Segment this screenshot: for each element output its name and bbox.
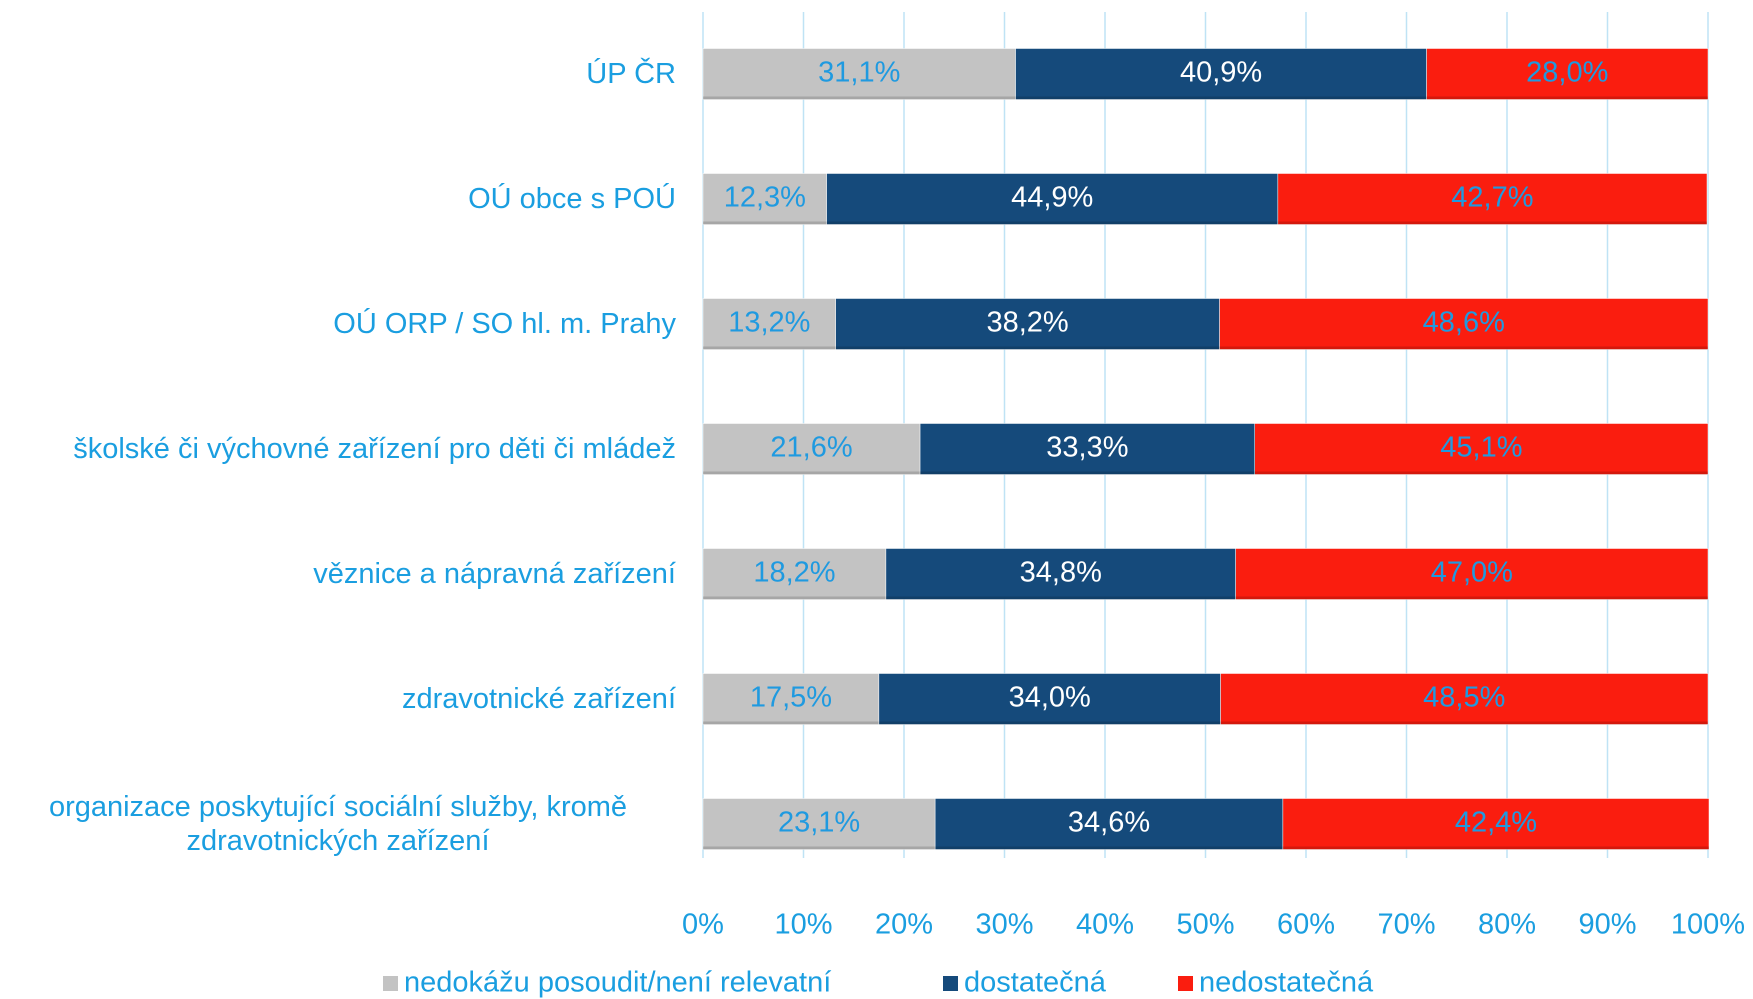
bar-shade <box>1426 96 1708 100</box>
bar-shade <box>703 96 1016 100</box>
bar-segment <box>702 673 880 725</box>
bar-shade <box>1235 596 1708 600</box>
bar-segment <box>1219 298 1709 350</box>
category-label: OÚ ORP / SO hl. m. Prahy <box>0 284 676 364</box>
bar-segment <box>702 48 1016 100</box>
x-tick-label: 80% <box>1478 909 1536 941</box>
bar-segment <box>1220 673 1709 725</box>
legend-label: nedokážu posoudit/není relevatní <box>404 967 831 999</box>
legend-marker <box>943 976 958 991</box>
data-label: 34,8% <box>1020 557 1102 589</box>
category-text: organizace poskytující sociální služby, … <box>48 791 628 857</box>
data-label: 17,5% <box>750 682 832 714</box>
bar-segment <box>826 173 1279 225</box>
data-label: 42,4% <box>1455 807 1537 839</box>
category-label: ÚP ČR <box>0 34 676 114</box>
x-tick-label: 70% <box>1377 909 1435 941</box>
category-text: OÚ ORP / SO hl. m. Prahy <box>333 308 676 340</box>
x-tick-label: 60% <box>1277 909 1335 941</box>
category-text: ÚP ČR <box>586 58 676 90</box>
bar-shade <box>703 721 879 725</box>
data-label: 38,2% <box>986 307 1068 339</box>
bar-segment <box>1015 48 1427 100</box>
data-label: 42,7% <box>1451 182 1533 214</box>
x-tick-label: 20% <box>875 909 933 941</box>
bar-shade <box>920 471 1255 475</box>
bar-shade <box>703 221 827 225</box>
x-tick-label: 40% <box>1076 909 1134 941</box>
bar-shade <box>878 721 1221 725</box>
category-text: zdravotnické zařízení <box>401 683 676 715</box>
bar-segment <box>1282 798 1710 850</box>
bar-segment <box>885 548 1236 600</box>
data-label: 47,0% <box>1431 557 1513 589</box>
bar-shade <box>1277 221 1707 225</box>
data-label: 44,9% <box>1011 182 1093 214</box>
bar-shade <box>703 346 836 350</box>
bar-shade <box>935 846 1283 850</box>
legend-label: nedostatečná <box>1199 967 1374 999</box>
bar-segment <box>1254 423 1709 475</box>
data-label: 48,6% <box>1423 307 1505 339</box>
data-label: 28,0% <box>1526 57 1608 89</box>
data-label: 31,1% <box>818 57 900 89</box>
x-tick-label: 50% <box>1176 909 1234 941</box>
data-label: 33,3% <box>1046 432 1128 464</box>
category-label: školské či výchovné zařízení pro děti či… <box>0 409 676 489</box>
category-text: OÚ obce s POÚ <box>468 183 676 215</box>
x-tick-label: 0% <box>682 909 724 941</box>
data-label: 21,6% <box>770 432 852 464</box>
x-tick-label: 30% <box>975 909 1033 941</box>
data-label: 45,1% <box>1440 432 1522 464</box>
legend-label: dostatečná <box>964 967 1107 999</box>
category-text: věznice a nápravná zařízení <box>313 558 676 590</box>
category-text: školské či výchovné zařízení pro děti či… <box>73 433 676 465</box>
bar-segment <box>702 548 887 600</box>
bar-segment <box>702 798 936 850</box>
x-tick-label: 10% <box>774 909 832 941</box>
bar-segment <box>934 798 1284 850</box>
category-label: OÚ obce s POÚ <box>0 159 676 239</box>
x-tick-label: 90% <box>1578 909 1636 941</box>
data-label: 13,2% <box>728 307 810 339</box>
bar-segment <box>1277 173 1708 225</box>
category-label: věznice a nápravná zařízení <box>0 534 676 614</box>
bar-shade <box>1015 96 1427 100</box>
bar-shade <box>1254 471 1708 475</box>
data-label: 34,0% <box>1009 682 1091 714</box>
legend-marker <box>383 976 398 991</box>
bar-shade <box>1220 721 1708 725</box>
data-label: 34,6% <box>1068 807 1150 839</box>
x-tick-label: 100% <box>1671 909 1745 941</box>
legend-marker <box>1178 976 1193 991</box>
bar-shade <box>703 471 921 475</box>
bar-shade <box>835 346 1220 350</box>
bar-shade <box>885 596 1236 600</box>
bar-shade <box>826 221 1278 225</box>
bar-segment <box>919 423 1255 475</box>
bar-shade <box>703 846 936 850</box>
data-label: 23,1% <box>778 807 860 839</box>
bar-segment <box>702 173 827 225</box>
category-label: zdravotnické zařízení <box>0 659 676 739</box>
bar-segment <box>878 673 1221 725</box>
data-label: 18,2% <box>753 557 835 589</box>
bar-segment <box>835 298 1220 350</box>
bar-segment <box>702 423 921 475</box>
data-label: 40,9% <box>1180 57 1262 89</box>
data-label: 48,5% <box>1423 682 1505 714</box>
data-label: 12,3% <box>724 182 806 214</box>
bar-shade <box>703 596 886 600</box>
bar-shade <box>1282 846 1710 850</box>
bar-segment <box>1426 48 1709 100</box>
bar-segment <box>702 298 836 350</box>
category-label: organizace poskytující sociální služby, … <box>0 784 676 864</box>
bar-segment <box>1235 548 1709 600</box>
bar-shade <box>1219 346 1708 350</box>
